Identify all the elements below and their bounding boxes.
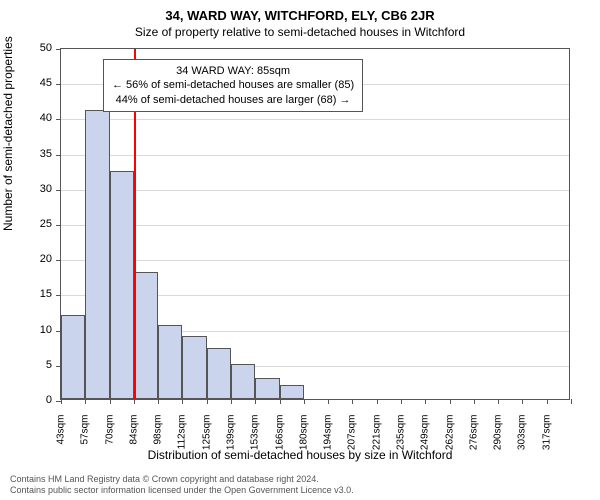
bar [110,171,134,399]
annotation-box: 34 WARD WAY: 85sqm ← 56% of semi-detache… [103,59,363,112]
ytick-label: 45 [40,77,52,89]
ytick-label: 0 [46,394,52,406]
y-axis-ticks: 05101520253035404550 [0,48,56,400]
ytick-label: 5 [46,359,52,371]
ytick-label: 50 [40,42,52,54]
chart-title-main: 34, WARD WAY, WITCHFORD, ELY, CB6 2JR [0,0,600,23]
chart-title-sub: Size of property relative to semi-detach… [0,23,600,39]
annotation-line2: ← 56% of semi-detached houses are smalle… [112,78,354,92]
footer-attribution: Contains HM Land Registry data © Crown c… [10,474,354,496]
annotation-line3: 44% of semi-detached houses are larger (… [112,93,354,107]
ytick-label: 10 [40,324,52,336]
bar [231,364,255,399]
ytick-label: 20 [40,253,52,265]
annotation-line1: 34 WARD WAY: 85sqm [112,64,354,78]
ytick-label: 40 [40,112,52,124]
ytick-label: 35 [40,148,52,160]
ytick-label: 30 [40,183,52,195]
ytick-label: 25 [40,218,52,230]
bar [85,110,109,399]
footer-line1: Contains HM Land Registry data © Crown c… [10,474,354,485]
bar [207,348,231,399]
bar [134,272,158,399]
footer-line2: Contains public sector information licen… [10,485,354,496]
bar [182,336,206,399]
bar [255,378,279,399]
ytick-label: 15 [40,288,52,300]
chart-plot-area: 34 WARD WAY: 85sqm ← 56% of semi-detache… [60,48,570,400]
bar [61,315,85,399]
bar [158,325,182,399]
bar [280,385,304,399]
x-axis-label: Distribution of semi-detached houses by … [0,448,600,462]
